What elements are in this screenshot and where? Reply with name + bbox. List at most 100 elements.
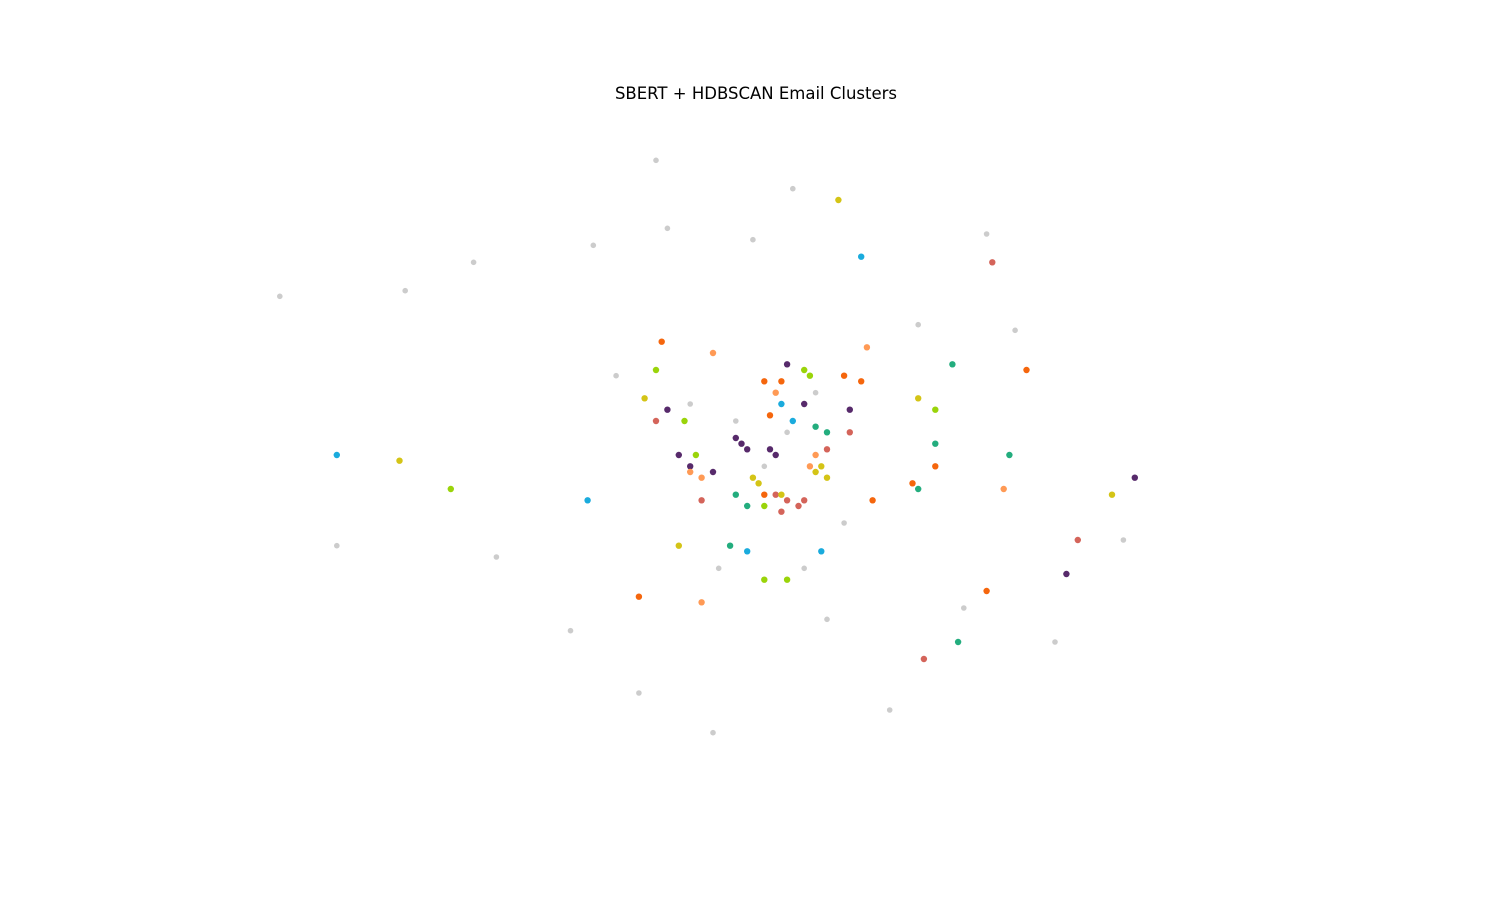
data-point <box>846 429 853 436</box>
data-point <box>812 451 819 459</box>
data-point <box>447 485 454 493</box>
data-point <box>1006 451 1013 459</box>
data-point <box>334 542 340 549</box>
data-point <box>835 196 842 204</box>
data-point <box>396 457 403 464</box>
data-point <box>732 491 739 498</box>
data-point <box>886 707 893 713</box>
series-2 <box>664 361 1139 578</box>
data-point <box>949 361 956 368</box>
data-point <box>778 400 785 408</box>
data-point <box>909 480 916 487</box>
data-point <box>801 400 808 408</box>
data-point <box>744 502 751 510</box>
series-7 <box>726 361 1013 646</box>
series-4 <box>447 366 939 583</box>
data-point <box>920 655 928 663</box>
data-point <box>658 338 665 345</box>
data-point <box>783 361 791 368</box>
data-point <box>709 468 717 476</box>
data-point <box>1012 327 1018 334</box>
data-point <box>636 690 642 696</box>
data-point <box>1131 474 1139 481</box>
series-1 <box>652 259 1082 663</box>
data-point <box>715 565 722 572</box>
data-point <box>783 497 791 504</box>
data-point <box>1023 366 1030 374</box>
data-point <box>641 395 648 402</box>
data-point <box>698 474 705 481</box>
data-point <box>1108 491 1116 498</box>
points-layer <box>277 157 1139 736</box>
data-point <box>818 463 825 470</box>
data-point <box>493 554 500 560</box>
data-point <box>915 485 922 493</box>
data-point <box>823 446 831 453</box>
data-point <box>795 502 802 510</box>
data-point <box>778 508 785 515</box>
data-point <box>761 491 768 498</box>
data-point <box>784 429 790 436</box>
data-point <box>402 287 409 294</box>
data-point <box>869 497 876 504</box>
data-point <box>932 463 939 470</box>
data-point <box>470 259 477 266</box>
data-point <box>333 451 340 459</box>
data-point <box>709 349 717 357</box>
series-5 <box>635 338 1030 600</box>
data-point <box>983 231 990 237</box>
data-point <box>733 418 739 424</box>
data-point <box>613 372 619 379</box>
data-point <box>806 372 814 379</box>
chart-title: SBERT + HDBSCAN Email Clusters <box>614 84 898 103</box>
data-point <box>652 366 660 374</box>
data-point <box>812 423 819 430</box>
data-point <box>755 480 762 487</box>
data-point <box>277 293 283 300</box>
data-point <box>801 366 808 374</box>
data-point <box>766 446 774 453</box>
data-point <box>692 451 700 459</box>
data-point <box>772 451 779 459</box>
data-point <box>761 576 768 583</box>
data-point <box>726 542 734 549</box>
data-point <box>812 468 819 476</box>
data-point <box>961 605 967 611</box>
data-point <box>664 406 671 413</box>
data-point <box>915 321 921 328</box>
data-point <box>744 446 751 453</box>
data-point <box>772 491 779 498</box>
data-point <box>653 157 659 164</box>
data-point <box>738 440 745 447</box>
series-6 <box>333 253 865 555</box>
data-point <box>932 406 939 413</box>
series-8 <box>687 344 1007 606</box>
data-point <box>766 412 774 419</box>
data-point <box>863 344 871 351</box>
data-point <box>772 389 779 396</box>
data-point <box>567 627 574 634</box>
data-point <box>687 463 694 470</box>
series-0 <box>277 157 1127 736</box>
data-point <box>635 593 643 600</box>
data-point <box>790 185 796 192</box>
data-point <box>954 638 962 646</box>
data-point <box>687 401 693 407</box>
data-point <box>915 395 922 402</box>
data-point <box>840 372 848 379</box>
data-point <box>675 451 682 459</box>
data-point <box>806 463 814 470</box>
data-point <box>1074 536 1082 544</box>
data-point <box>681 417 688 425</box>
data-point <box>675 542 682 549</box>
data-point <box>1063 570 1070 578</box>
data-point <box>761 502 768 510</box>
data-point <box>818 548 825 555</box>
data-point <box>698 599 705 606</box>
data-point <box>652 417 660 425</box>
data-point <box>778 491 785 498</box>
data-point <box>989 259 996 266</box>
data-point <box>584 497 591 504</box>
data-point <box>590 242 597 249</box>
